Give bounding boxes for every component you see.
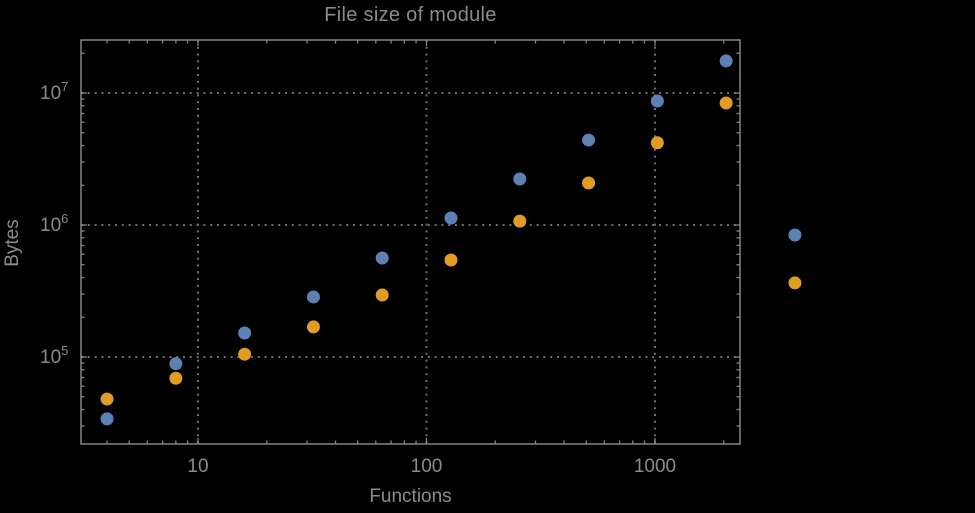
point-series-blue-x16 [238,326,252,340]
point-series-blue-x2048 [719,54,733,68]
point-series-orange-x128 [444,253,458,267]
y-tick-label-10e6: 106 [40,211,68,236]
point-series-blue-x1024 [650,94,664,108]
point-series-orange-x8 [169,371,183,385]
point-series-orange-x512 [582,176,596,190]
x-tick-label-100: 100 [411,456,443,477]
point-series-orange-x4 [100,392,114,406]
point-series-blue-x512 [582,133,596,147]
point-series-blue-x64 [375,251,389,265]
y-axis-label: Bytes [2,219,23,267]
point-series-blue-x128 [444,211,458,225]
point-series-blue-x4096 [788,228,802,242]
chart-title: File size of module [324,4,497,26]
x-tick-label-10: 10 [187,456,208,477]
point-series-blue-x8 [169,357,183,371]
point-series-orange-x32 [306,320,320,334]
point-series-orange-x1024 [650,136,664,150]
plot-frame [80,39,741,445]
point-series-orange-x64 [375,288,389,302]
x-tick-label-1000: 1000 [634,456,676,477]
point-series-blue-x256 [513,172,527,186]
point-series-blue-x4 [100,412,114,426]
y-tick-label-10e7: 107 [40,79,68,104]
y-tick-label-10e5: 105 [40,343,68,368]
point-series-orange-x16 [238,347,252,361]
point-series-orange-x4096 [788,276,802,290]
point-series-orange-x256 [513,214,527,228]
point-series-blue-x32 [306,290,320,304]
x-axis-label: Functions [369,486,452,507]
point-series-orange-x2048 [719,96,733,110]
